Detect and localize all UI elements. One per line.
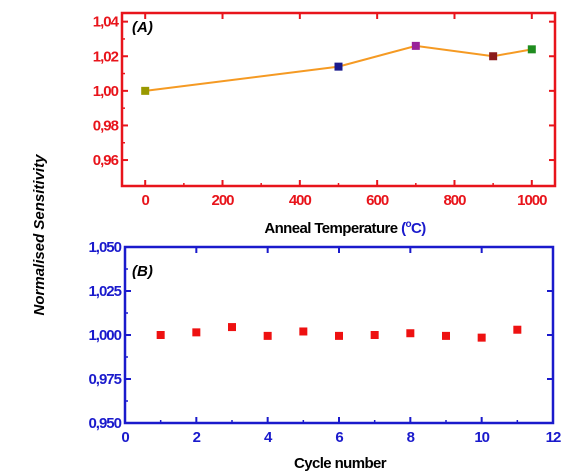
panel-a-y-tick-label: 1,04: [93, 14, 120, 31]
panel-b-axes: 0 2 4 6 8 10 12 0,950 0,975 1,000 1,025 1,050: [88, 239, 562, 446]
panel-b-x-tick-label: 6: [335, 429, 343, 446]
panel-b-data-point: [192, 328, 201, 337]
panel-a-x-tick-label: 600: [366, 192, 389, 209]
panel-b-x-tick-label: 10: [474, 429, 489, 446]
panel-b-data-point: [156, 331, 165, 339]
panel-b-data-point: [335, 331, 343, 340]
panel-b-y-tick-label: 1,050: [88, 239, 121, 256]
panel-b-data-point: [513, 325, 522, 334]
panel-b-data-point: [299, 327, 308, 336]
panel-a-y-tick-label: 0,96: [93, 152, 119, 169]
panel-b-label: (B): [132, 263, 153, 280]
panel-a: 0 200 400 600 800 1000 0,96 0,98 1,00 1,02 1,04 (A…: [93, 11, 557, 237]
panel-a-data-point: [527, 45, 536, 54]
panel-a-data-point: [334, 62, 343, 71]
panel-b-points: [156, 323, 522, 342]
panel-a-y-tick-label: 1,02: [93, 48, 119, 65]
panel-b: 0 2 4 6 8 10 12 0,950 0,975 1,000 1,025 1,050 (B) C…: [88, 239, 562, 472]
panel-a-x-tick-label: 800: [443, 192, 466, 209]
panel-b-y-tick-label: 1,000: [88, 327, 121, 344]
panel-a-data-point: [489, 52, 498, 61]
panel-b-y-tick-label: 1,025: [88, 283, 121, 300]
panel-b-x-tick-label: 0: [121, 429, 129, 446]
panel-a-axes: 0 200 400 600 800 1000 0,96 0,98 1,00 1,02 1,04: [93, 11, 557, 209]
panel-b-y-tick-label: 0,950: [88, 415, 121, 432]
panel-b-y-tick-label: 0,975: [88, 371, 121, 388]
panel-a-data-point: [411, 41, 420, 50]
panel-a-x-tick-label: 1000: [517, 192, 547, 209]
panel-a-x-tick-label: 400: [289, 192, 312, 209]
panel-b-data-point: [370, 331, 379, 339]
panel-b-x-tick-label: 4: [264, 429, 273, 446]
panel-b-x-axis-title: Cycle number: [294, 455, 387, 472]
panel-b-data-point: [263, 331, 272, 340]
panel-a-x-tick-label: 0: [142, 192, 150, 209]
panel-a-x-axis-title: Anneal Temperature (oC): [264, 219, 426, 237]
panel-b-data-point: [228, 323, 236, 332]
panel-b-x-tick-label: 12: [546, 429, 561, 446]
panel-a-data-point: [141, 86, 150, 95]
panel-a-points: [141, 41, 536, 95]
panel-b-data-point: [406, 329, 415, 338]
shared-y-axis-label: Normalised Sensitivity: [31, 154, 48, 316]
panel-a-x-tick-label: 200: [212, 192, 235, 209]
panel-b-x-tick-label: 8: [407, 429, 415, 446]
panel-a-plot-frame: [120, 11, 557, 188]
panel-b-data-point: [477, 333, 486, 342]
panel-a-y-tick-label: 1,00: [93, 83, 119, 100]
panel-a-y-tick-label: 0,98: [93, 117, 119, 134]
panel-b-data-point: [442, 331, 450, 340]
panel-a-label: (A): [132, 19, 153, 36]
panel-b-x-tick-label: 2: [193, 429, 201, 446]
